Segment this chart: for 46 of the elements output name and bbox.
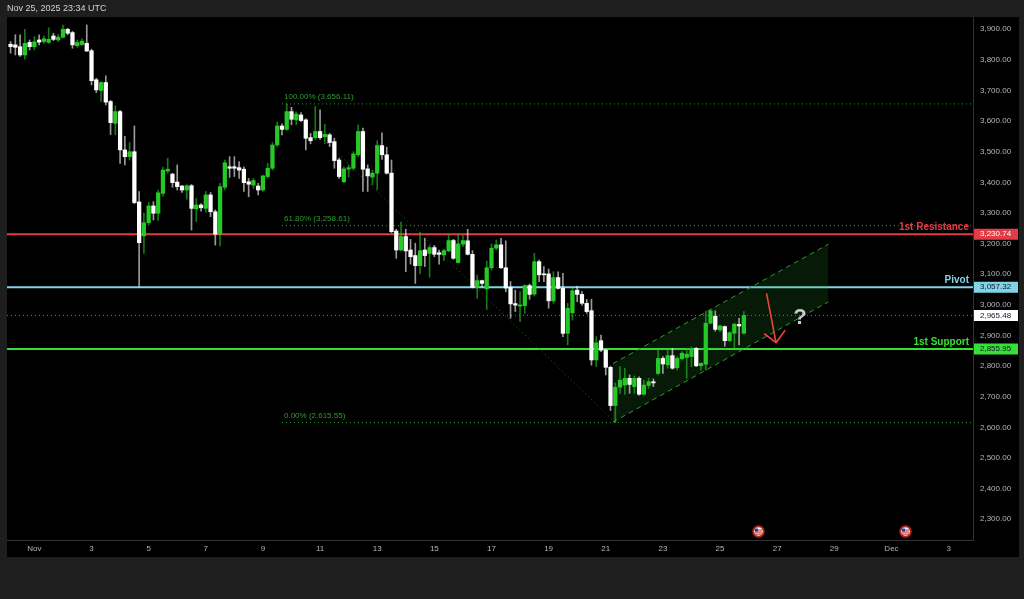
y-tick-label: 2,855.95: [980, 344, 1012, 354]
series-label: 61.80% (3,258.61): [283, 213, 351, 223]
y-tick-label: 2,500.00: [980, 453, 1012, 463]
y-tick-label: 3,800.00: [980, 55, 1012, 65]
y-tick-label: 3,600.00: [980, 116, 1012, 126]
ref-line-label: 1st Support: [913, 335, 970, 347]
y-tick-label: 3,200.00: [980, 238, 1012, 248]
chart-title: Nov 25, 2025 23:34 UTC: [7, 3, 108, 14]
y-tick-label: 2,800.00: [980, 361, 1012, 371]
y-tick-label: 2,600.00: [980, 422, 1012, 432]
x-tick-label: 5: [146, 544, 152, 553]
y-tick-label: 3,057.32: [980, 282, 1012, 292]
x-tick-label: Nov: [27, 544, 42, 553]
y-tick-label: 2,300.00: [980, 514, 1012, 524]
annotation: ?: [793, 304, 807, 330]
ref-line-label: 1st Resistance: [898, 221, 970, 233]
x-tick-label: 19: [544, 544, 554, 553]
series-label: 100.00% (3,656.11): [283, 92, 354, 102]
x-tick-label: 21: [601, 544, 611, 553]
x-tick-label: 17: [487, 544, 497, 553]
x-tick-label: 27: [772, 544, 783, 553]
x-tick-label: 25: [715, 544, 726, 553]
series-label: 0.00% (2,615.55): [283, 410, 346, 420]
x-tick-label: 9: [260, 544, 266, 553]
y-tick-label: 3,000.00: [980, 300, 1012, 310]
x-tick-label: 7: [203, 544, 209, 553]
y-tick-label: 3,300.00: [980, 208, 1012, 218]
y-tick-label: 3,900.00: [980, 24, 1012, 34]
y-tick-label: 3,230.74: [980, 229, 1012, 239]
x-tick-label: 15: [429, 544, 440, 553]
y-tick-label: 2,965.48: [980, 310, 1012, 320]
x-tick-label: 29: [829, 544, 840, 553]
y-tick-label: 2,400.00: [980, 483, 1012, 493]
y-tick-label: 2,900.00: [980, 330, 1012, 340]
ref-line-label: Pivot: [944, 274, 970, 286]
x-tick-label: 3: [89, 544, 95, 553]
y-tick-label: 3,700.00: [980, 85, 1012, 95]
x-tick-label: Dec: [884, 544, 899, 553]
y-tick-label: 3,400.00: [980, 177, 1012, 187]
x-tick-label: 23: [658, 544, 668, 553]
y-tick-label: 2,700.00: [980, 391, 1012, 401]
x-tick-label: 11: [315, 544, 325, 553]
y-tick-label: 3,100.00: [980, 269, 1012, 279]
x-tick-label: 13: [372, 544, 383, 553]
y-tick-label: 3,500.00: [980, 146, 1012, 156]
x-tick-label: 3: [946, 544, 952, 553]
